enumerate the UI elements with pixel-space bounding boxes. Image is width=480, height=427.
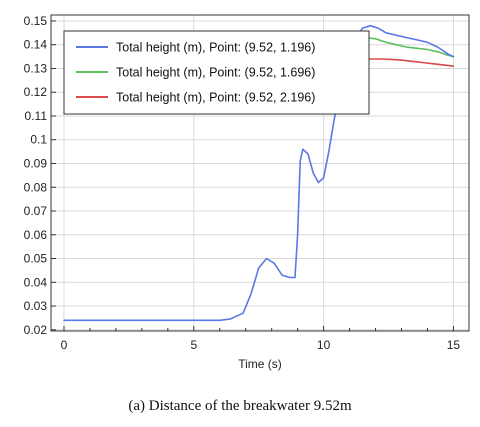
y-tick-label: 0.09 [24, 156, 48, 170]
y-tick-label: 0.08 [24, 180, 48, 194]
y-tick-label: 0.12 [24, 85, 48, 99]
y-tick-label: 0.15 [24, 14, 48, 28]
y-tick-label: 0.03 [24, 299, 48, 313]
legend: Total height (m), Point: (9.52, 1.196) To… [63, 30, 370, 115]
series-line-2 [356, 36, 455, 58]
legend-box [63, 30, 370, 115]
legend-label-2: Total height (m), Point: (9.52, 1.696) [116, 66, 315, 80]
series-line-1 [63, 24, 455, 322]
y-tick-label: 0.1 [30, 133, 47, 147]
plot-border [50, 14, 470, 332]
x-tick-label: 0 [61, 338, 68, 352]
y-tick-label: 0.11 [25, 109, 48, 123]
x-tick-label: 15 [447, 338, 461, 352]
figure-caption: (a) Distance of the breakwater 9.52m [128, 398, 352, 414]
y-tick-label: 0.07 [24, 204, 48, 218]
legend-label-3: Total height (m), Point: (9.52, 2.196) [116, 91, 315, 105]
y-tick-label: 0.02 [24, 323, 48, 337]
x-axis-label: Time (s) [238, 357, 282, 371]
ticks: 0 5 10 15 0.02 0.03 0.04 0.05 0.06 0.07 0.08 0.09 0.… [24, 14, 461, 352]
y-tick-label: 0.14 [24, 38, 48, 52]
y-tick-label: 0.05 [24, 252, 48, 266]
y-tick-label: 0.13 [24, 61, 48, 75]
legend-label-1: Total height (m), Point: (9.52, 1.196) [116, 41, 315, 55]
y-tick-label: 0.06 [24, 228, 48, 242]
chart: 0 5 10 15 0.02 0.03 0.04 0.05 0.06 0.07 0.08 0.09 0.… [24, 14, 470, 371]
x-tick-label: 10 [317, 338, 331, 352]
x-tick-label: 5 [190, 338, 197, 352]
y-tick-label: 0.04 [24, 275, 48, 289]
